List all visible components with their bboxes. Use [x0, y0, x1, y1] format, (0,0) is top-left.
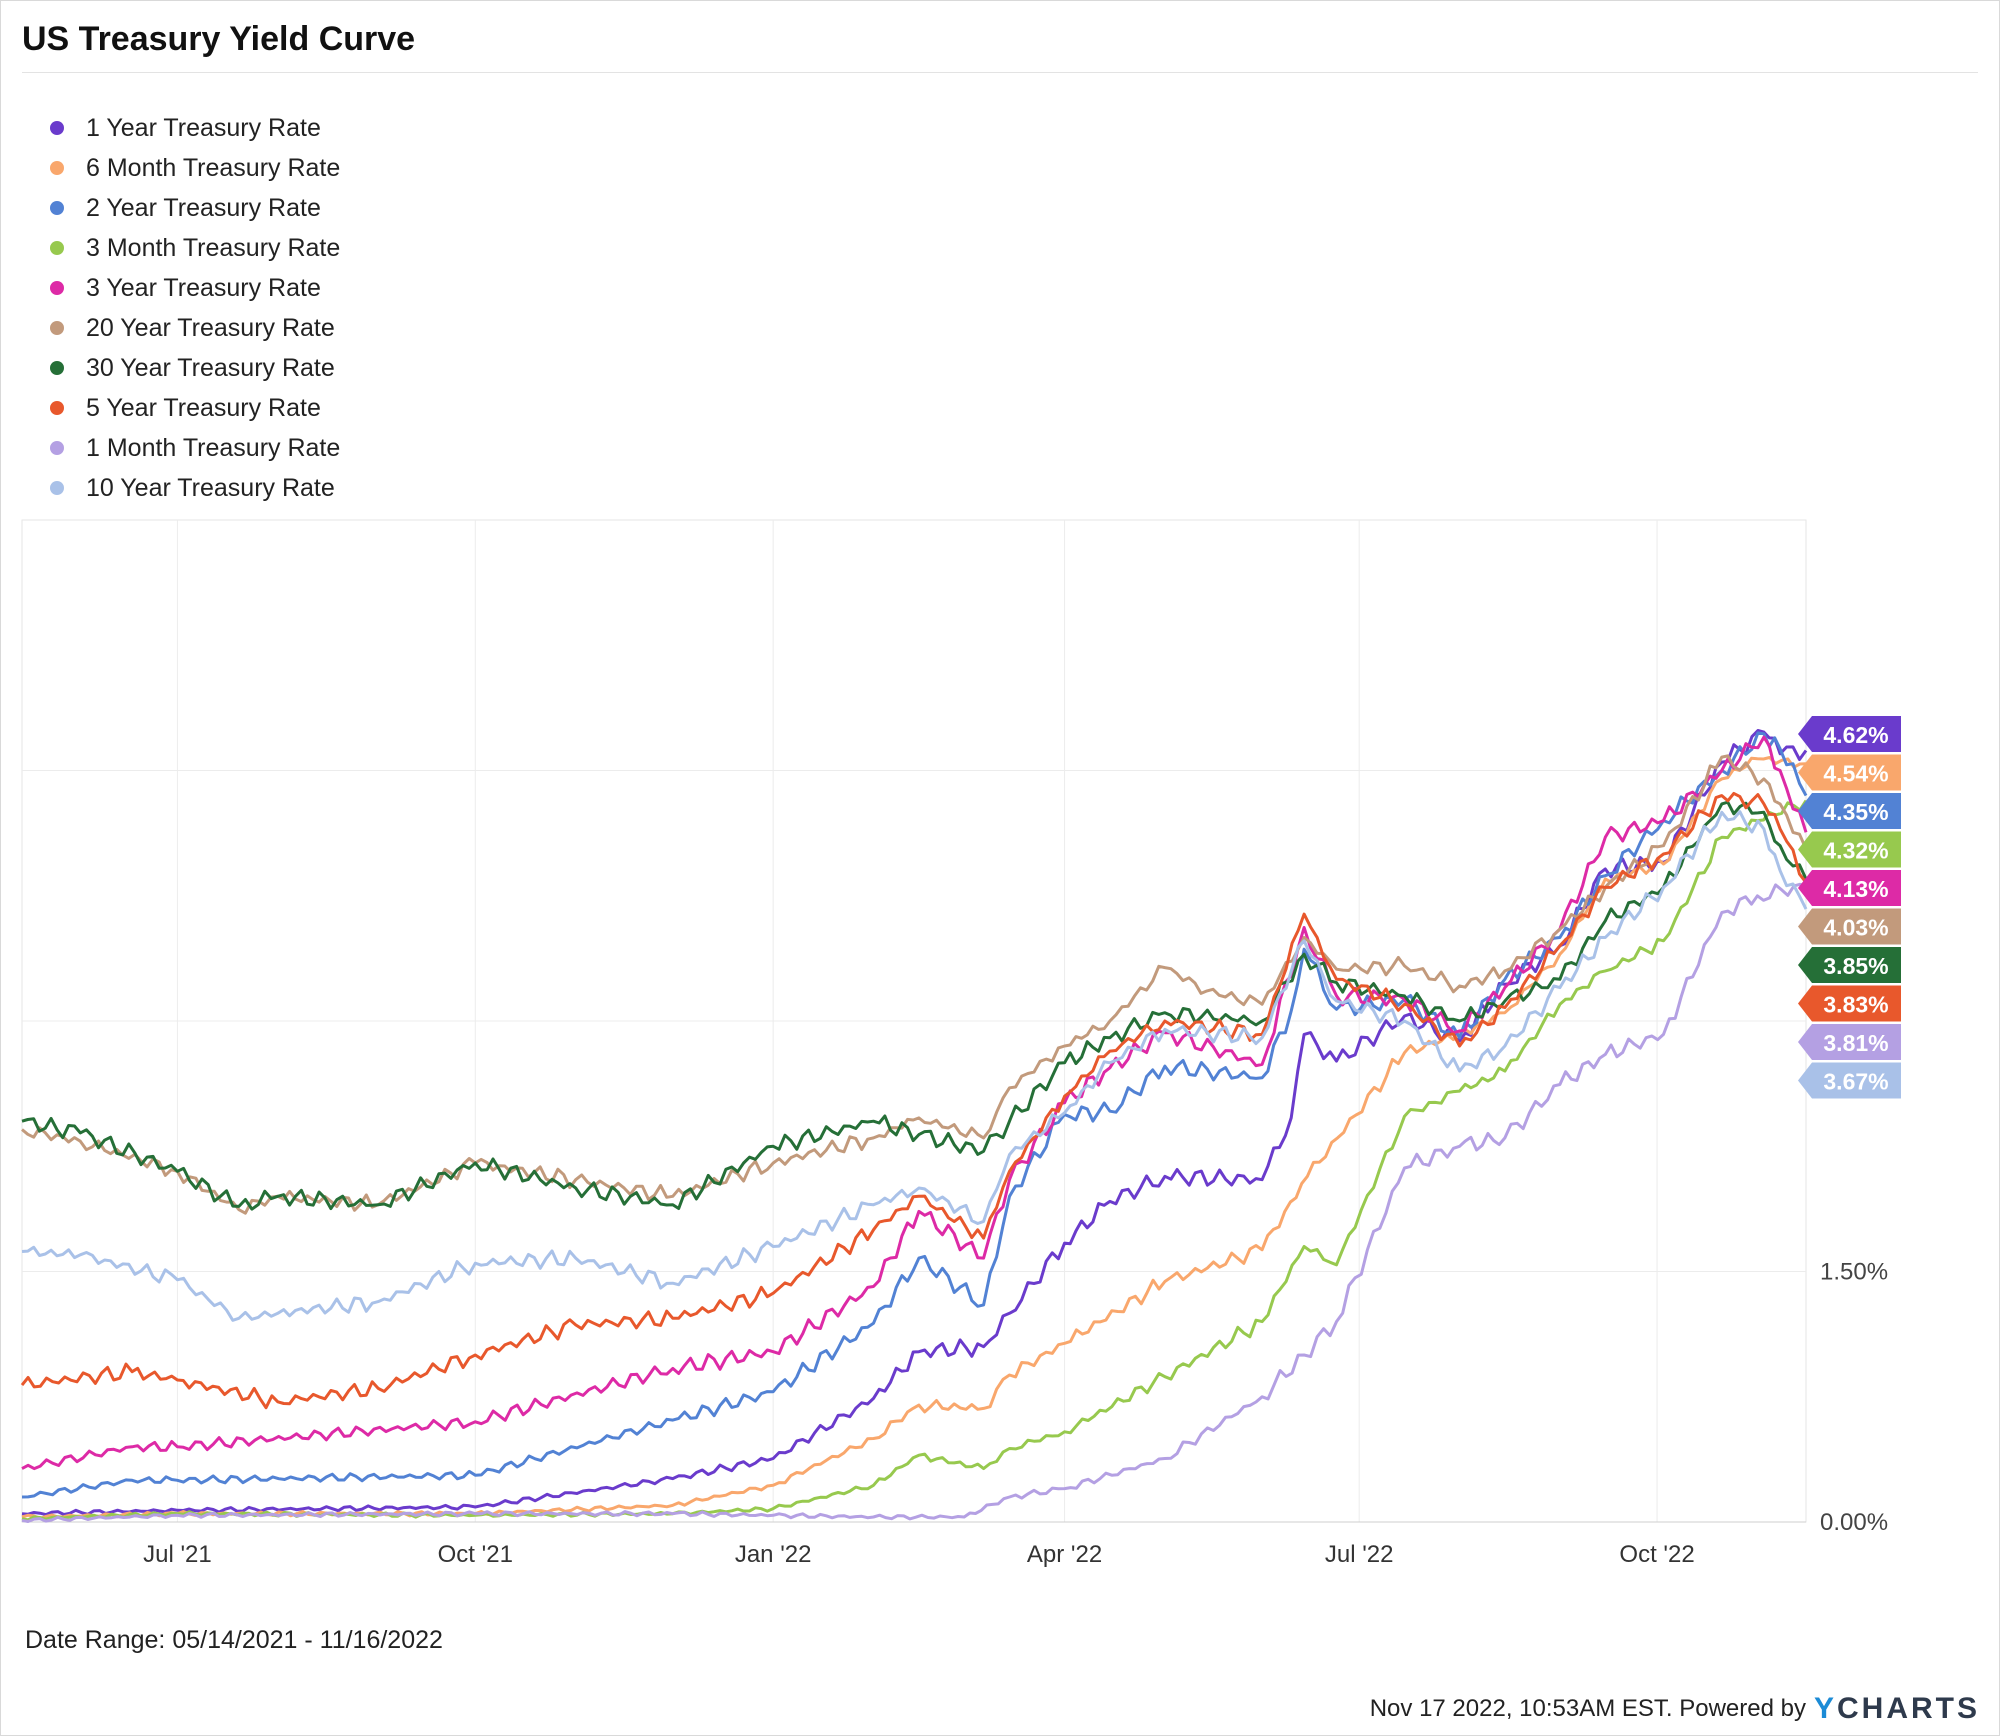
legend-marker	[50, 441, 64, 455]
last-value-tag: 3.85%	[1798, 947, 1901, 983]
title-divider	[22, 72, 1978, 73]
series-line	[21, 754, 1808, 1215]
legend-label: 3 Year Treasury Rate	[86, 273, 321, 302]
logo-y: Y	[1813, 1692, 1837, 1725]
series-line	[21, 800, 1808, 1211]
legend-label: 1 Year Treasury Rate	[86, 113, 321, 142]
tag-label: 4.03%	[1823, 915, 1888, 941]
series-line	[20, 791, 1808, 1410]
legend-marker	[50, 281, 64, 295]
legend-item[interactable]: 1 Month Treasury Rate	[50, 428, 340, 468]
legend-item[interactable]: 1 Year Treasury Rate	[50, 108, 340, 148]
legend-marker	[50, 161, 64, 175]
tag-background	[1798, 1024, 1901, 1060]
y-tick-label: 0.00%	[1820, 1509, 1888, 1536]
tag-background	[1798, 985, 1901, 1022]
last-value-tag: 3.67%	[1798, 1062, 1901, 1099]
tag-background	[1798, 716, 1901, 752]
last-value-tag: 3.83%	[1798, 985, 1901, 1022]
tag-label: 3.83%	[1823, 992, 1888, 1018]
last-value-tag: 4.62%	[1798, 716, 1901, 752]
last-value-tag: 4.32%	[1798, 831, 1901, 868]
series-line	[21, 810, 1808, 1322]
tag-label: 4.62%	[1823, 722, 1888, 748]
x-tick-label: Apr '22	[1027, 1541, 1102, 1568]
legend-item[interactable]: 6 Month Treasury Rate	[50, 148, 340, 188]
logo-charts: CHARTS	[1837, 1692, 1980, 1725]
legend-marker	[50, 241, 64, 255]
legend-marker	[50, 321, 64, 335]
legend-label: 30 Year Treasury Rate	[86, 353, 335, 382]
x-tick-label: Oct '21	[438, 1541, 513, 1568]
legend-item[interactable]: 2 Year Treasury Rate	[50, 188, 340, 228]
tag-label: 3.85%	[1823, 953, 1888, 979]
legend-item[interactable]: 20 Year Treasury Rate	[50, 308, 340, 348]
tag-background	[1798, 1062, 1901, 1099]
x-tick-label: Jul '21	[143, 1541, 212, 1568]
last-value-tag: 4.54%	[1798, 754, 1901, 791]
timestamp: Nov 17 2022, 10:53AM EST. Powered by	[1369, 1695, 1806, 1722]
tag-label: 4.32%	[1823, 838, 1888, 864]
legend-label: 1 Month Treasury Rate	[86, 433, 341, 462]
tag-label: 3.67%	[1823, 1069, 1888, 1095]
series-line	[21, 735, 1808, 1471]
last-value-tag: 4.35%	[1798, 793, 1901, 829]
legend-marker	[50, 361, 64, 375]
tag-background	[1798, 908, 1901, 945]
legend-item[interactable]: 3 Year Treasury Rate	[50, 268, 340, 308]
legend-marker	[50, 481, 64, 495]
tag-background	[1798, 870, 1901, 906]
legend-label: 6 Month Treasury Rate	[86, 153, 341, 182]
legend-marker	[50, 201, 64, 215]
series-line	[21, 729, 1808, 1517]
y-tick-label: 1.50%	[1820, 1259, 1888, 1286]
powered-by: Nov 17 2022, 10:53AM EST. Powered by YCH…	[1370, 1692, 1980, 1726]
x-tick-label: Jul '22	[1325, 1541, 1394, 1568]
tag-label: 4.54%	[1823, 761, 1888, 787]
tag-background	[1798, 831, 1901, 868]
series-line	[21, 756, 1807, 1520]
chart-title: US Treasury Yield Curve	[22, 20, 416, 58]
ycharts-logo[interactable]: YCHARTS	[1814, 1692, 1980, 1726]
legend-item[interactable]: 10 Year Treasury Rate	[50, 468, 340, 508]
tag-label: 4.35%	[1823, 799, 1888, 825]
legend-item[interactable]: 5 Year Treasury Rate	[50, 388, 340, 428]
legend-label: 20 Year Treasury Rate	[86, 313, 335, 342]
legend-marker	[50, 401, 64, 415]
legend: 1 Year Treasury Rate 6 Month Treasury Rat…	[50, 108, 340, 508]
x-tick-label: Oct '22	[1619, 1541, 1694, 1568]
tag-label: 3.81%	[1823, 1030, 1888, 1056]
series-line	[21, 882, 1807, 1523]
last-value-tag: 4.03%	[1798, 908, 1901, 945]
legend-label: 2 Year Treasury Rate	[86, 193, 321, 222]
legend-marker	[50, 121, 64, 135]
last-value-tag: 3.81%	[1798, 1024, 1901, 1060]
legend-label: 5 Year Treasury Rate	[86, 393, 321, 422]
legend-label: 3 Month Treasury Rate	[86, 233, 341, 262]
tag-background	[1798, 793, 1901, 829]
tag-background	[1798, 754, 1901, 791]
last-value-tag: 4.13%	[1798, 870, 1901, 906]
tag-background	[1798, 947, 1901, 983]
x-tick-label: Jan '22	[735, 1541, 812, 1568]
tag-label: 4.13%	[1823, 876, 1888, 902]
legend-item[interactable]: 3 Month Treasury Rate	[50, 228, 340, 268]
legend-item[interactable]: 30 Year Treasury Rate	[50, 348, 340, 388]
series-line	[21, 731, 1808, 1499]
legend-label: 10 Year Treasury Rate	[86, 473, 335, 502]
date-range: Date Range: 05/14/2021 - 11/16/2022	[25, 1626, 443, 1654]
series-line	[21, 799, 1808, 1522]
